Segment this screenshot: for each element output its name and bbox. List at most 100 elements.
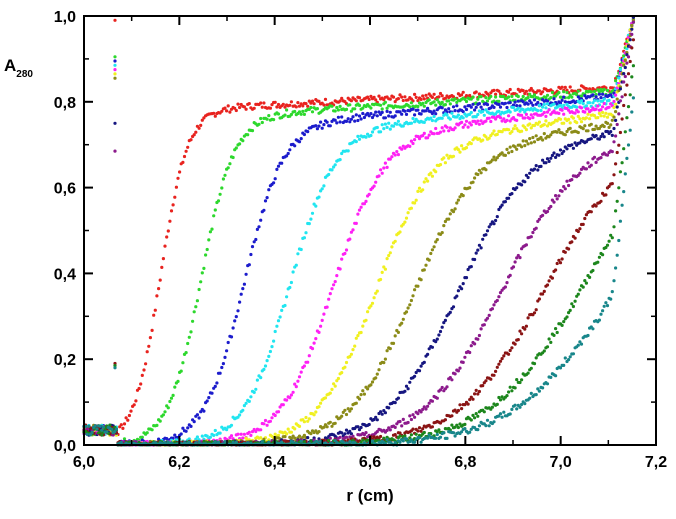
data-point	[464, 276, 469, 280]
data-point	[422, 97, 426, 101]
data-point	[328, 391, 332, 395]
data-point	[437, 333, 441, 337]
data-point	[233, 106, 237, 110]
axis-tick-labels: 6,0 6,2 6,4 6,6 6,8 7,0 7,2 0,0 0,2 0,4 0,6 0,8 1,0	[54, 9, 667, 471]
data-point	[507, 390, 511, 394]
data-point	[492, 88, 496, 92]
data-point	[498, 291, 503, 295]
data-point	[495, 402, 499, 406]
data-point	[618, 99, 623, 103]
data-point	[474, 105, 478, 109]
data-point	[330, 424, 334, 428]
data-point	[273, 177, 277, 181]
data-point	[417, 186, 422, 190]
data-point	[445, 125, 449, 129]
data-point	[260, 120, 264, 125]
data-point	[434, 112, 438, 116]
data-point	[463, 422, 467, 426]
data-point	[375, 125, 379, 130]
data-point	[307, 417, 311, 421]
data-point	[615, 199, 619, 203]
data-point	[430, 95, 434, 99]
data-point	[625, 83, 629, 87]
data-point	[524, 324, 529, 328]
data-point	[432, 245, 436, 249]
data-point	[550, 153, 555, 158]
data-point	[571, 146, 576, 150]
data-point	[560, 189, 564, 193]
data-point	[631, 96, 636, 100]
data-point	[482, 323, 486, 327]
data-point	[453, 97, 457, 101]
data-point	[249, 395, 253, 399]
data-point	[558, 117, 563, 121]
data-point	[226, 104, 230, 108]
data-point	[416, 104, 420, 109]
data-point	[513, 124, 517, 128]
data-point	[409, 206, 413, 210]
series-7	[82, 18, 636, 447]
data-point	[508, 87, 512, 92]
data-point	[476, 119, 480, 123]
data-point	[482, 113, 486, 117]
data-point	[388, 251, 392, 255]
data-point	[411, 413, 415, 417]
data-point	[340, 414, 344, 418]
data-point	[234, 108, 238, 113]
meniscus-point	[113, 55, 117, 59]
data-point	[568, 121, 572, 125]
data-point	[628, 38, 632, 42]
data-point	[476, 248, 480, 252]
data-point	[576, 130, 580, 135]
data-point	[445, 153, 449, 157]
data-point	[583, 279, 587, 283]
data-point	[249, 433, 253, 437]
data-point	[255, 227, 259, 231]
data-point	[628, 93, 632, 97]
data-point	[560, 98, 564, 102]
data-point	[322, 425, 326, 429]
data-point	[254, 237, 258, 242]
data-point	[110, 427, 114, 431]
data-point	[383, 116, 387, 120]
data-point	[432, 100, 436, 104]
data-point	[317, 330, 321, 334]
data-point	[416, 99, 420, 103]
data-point	[285, 154, 289, 158]
data-point	[401, 439, 405, 443]
data-point	[176, 379, 180, 383]
data-point	[520, 332, 524, 336]
data-point	[155, 423, 159, 427]
data-point	[615, 150, 619, 155]
data-point	[601, 132, 605, 136]
data-point	[597, 111, 602, 115]
data-point	[283, 113, 287, 117]
data-point	[252, 240, 256, 244]
data-point	[179, 432, 183, 436]
data-point	[494, 92, 498, 96]
data-point	[411, 427, 415, 431]
data-points-layer	[82, 15, 636, 447]
data-point	[202, 409, 206, 413]
data-point	[212, 111, 216, 115]
data-point	[523, 91, 527, 96]
data-point	[285, 108, 289, 112]
data-point	[615, 105, 619, 109]
data-point	[328, 436, 332, 440]
data-point	[617, 112, 621, 116]
data-point	[328, 292, 332, 296]
data-point	[393, 441, 397, 445]
data-point	[485, 99, 490, 103]
data-point	[539, 108, 543, 113]
data-point	[492, 105, 496, 109]
data-point	[565, 129, 569, 134]
data-point	[568, 126, 572, 130]
data-point	[236, 415, 240, 419]
data-point	[238, 413, 242, 417]
data-point	[573, 236, 577, 240]
data-point	[218, 192, 222, 196]
data-point	[507, 352, 511, 356]
data-point	[544, 106, 548, 110]
y-axis-title-main: A	[4, 56, 16, 75]
data-point	[622, 190, 626, 194]
